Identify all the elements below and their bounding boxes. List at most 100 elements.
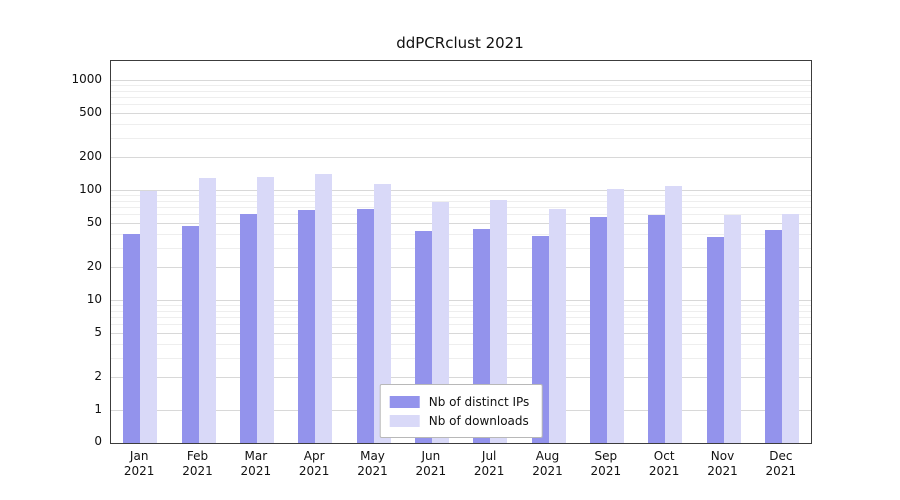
x-tick-year: 2021	[532, 464, 563, 478]
bar-distinct-ips	[589, 217, 607, 443]
x-tick-month: Jan	[129, 449, 149, 463]
x-tick-label: Nov 2021	[693, 449, 753, 479]
legend-label-downloads: Nb of downloads	[428, 413, 529, 428]
y-tick-label: 1	[94, 402, 102, 416]
gridline-minor	[111, 90, 811, 92]
bar-downloads	[431, 201, 449, 443]
y-axis: 0 1 2 5 10 20 50 100 200 500 1000	[0, 60, 102, 448]
x-tick-month: Feb	[186, 449, 209, 463]
y-tick-label: 1000	[71, 72, 102, 86]
gridline-major	[111, 190, 811, 191]
x-tick-label: Aug 2021	[518, 449, 578, 479]
gridline-minor	[111, 214, 811, 216]
bar-downloads	[723, 215, 741, 443]
bar-distinct-ips	[648, 214, 666, 443]
legend-item-downloads: Nb of downloads	[389, 411, 530, 430]
x-tick-label: May 2021	[343, 449, 403, 479]
y-tick-label: 2	[94, 368, 102, 383]
x-tick-year: 2021	[590, 464, 622, 478]
x-tick-year: 2021	[765, 464, 797, 478]
x-tick-year: 2021	[648, 464, 680, 478]
gridline-major	[111, 113, 811, 115]
bar-downloads	[606, 189, 624, 443]
x-axis: Jan 2021 Feb 2021 Mar 2021 Apr 2021 May 2021 Jun 20…	[110, 449, 810, 489]
bar-downloads	[315, 174, 333, 443]
x-tick-year: 2021	[298, 464, 330, 478]
y-tick-label: 10	[86, 292, 102, 306]
y-tick-label: 100	[79, 182, 102, 196]
legend-label-distinct-ips: Nb of distinct IPs	[428, 394, 530, 409]
bar-distinct-ips	[123, 233, 141, 443]
bar-downloads	[548, 209, 566, 443]
x-tick-month: Jun	[421, 449, 441, 463]
legend-swatch-downloads	[389, 414, 420, 427]
y-tick-label: 0	[94, 434, 102, 448]
x-tick-label: Oct 2021	[634, 449, 694, 479]
x-tick-year: 2021	[182, 464, 213, 478]
gridline-minor	[111, 195, 811, 197]
bar-distinct-ips	[239, 213, 257, 443]
bar-distinct-ips	[356, 209, 374, 443]
y-tick-label: 5	[94, 325, 102, 340]
bar-distinct-ips	[298, 210, 316, 443]
x-tick-label: Jan 2021	[109, 449, 169, 479]
bar-downloads	[665, 186, 683, 443]
bar-downloads	[373, 184, 391, 443]
x-tick-label: Sep 2021	[576, 449, 636, 479]
bar-downloads	[490, 199, 508, 443]
bar-downloads	[781, 213, 799, 443]
gridline-minor	[111, 97, 811, 99]
bar-downloads	[256, 176, 274, 443]
x-tick-month: Apr	[303, 449, 325, 463]
bar-downloads	[198, 178, 216, 443]
gridline-major	[111, 300, 811, 301]
x-tick-label: Apr 2021	[284, 449, 344, 479]
gridline-minor	[111, 357, 811, 359]
gridline-minor	[111, 137, 811, 139]
gridline-minor	[111, 247, 811, 249]
bar-downloads	[140, 191, 158, 443]
gridline-major	[111, 80, 811, 81]
x-tick-label: Jun 2021	[401, 449, 461, 479]
x-tick-month: Mar	[244, 449, 268, 463]
gridline-major	[111, 156, 811, 158]
x-tick-year: 2021	[415, 464, 447, 478]
bar-distinct-ips	[706, 237, 724, 443]
x-tick-year: 2021	[123, 464, 155, 478]
gridline-minor	[111, 200, 811, 202]
y-tick-label: 200	[79, 148, 102, 163]
gridline-minor	[111, 123, 811, 125]
bar-distinct-ips	[181, 226, 199, 443]
gridline-minor	[111, 207, 811, 209]
x-tick-year: 2021	[473, 464, 505, 478]
gridline-minor	[111, 305, 811, 307]
gridline-major	[111, 376, 811, 378]
x-tick-label: Feb 2021	[168, 449, 228, 479]
legend-item-distinct-ips: Nb of distinct IPs	[389, 392, 530, 411]
gridline-minor	[111, 343, 811, 345]
bar-distinct-ips	[764, 230, 782, 443]
y-tick-label: 20	[86, 258, 102, 273]
y-tick-label: 50	[86, 215, 102, 230]
x-tick-label: Jul 2021	[459, 449, 519, 479]
y-tick-label: 500	[79, 105, 102, 120]
legend-swatch-distinct-ips	[389, 395, 420, 408]
gridline-major	[111, 223, 811, 225]
x-tick-month: Nov	[710, 449, 735, 463]
gridline-minor	[111, 324, 811, 326]
legend: Nb of distinct IPs Nb of downloads	[379, 384, 543, 438]
x-tick-year: 2021	[707, 464, 738, 478]
x-tick-month: Sep	[594, 449, 618, 463]
x-tick-label: Mar 2021	[226, 449, 286, 479]
x-tick-label: Dec 2021	[751, 449, 811, 479]
gridline-major	[111, 333, 811, 335]
x-tick-month: May	[360, 449, 385, 463]
x-tick-month: Oct	[653, 449, 675, 463]
gridline-minor	[111, 310, 811, 312]
x-tick-year: 2021	[240, 464, 272, 478]
plot-area: Nb of distinct IPs Nb of downloads	[110, 60, 812, 444]
gridline-minor	[111, 104, 811, 106]
gridline-major	[111, 266, 811, 268]
gridline-minor	[111, 317, 811, 319]
